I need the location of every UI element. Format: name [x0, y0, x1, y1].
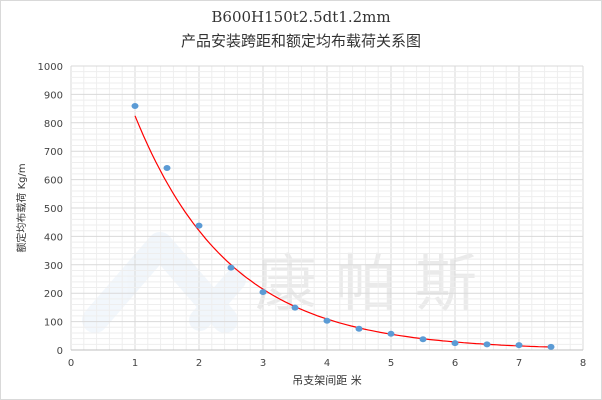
- x-tick-label: 4: [324, 358, 330, 369]
- chart-title: B600H150t2.5dt1.2mm: [211, 8, 391, 26]
- chart-subtitle: 产品安装跨距和额定均布载荷关系图: [180, 32, 421, 50]
- svg-text:康帕斯: 康帕斯: [255, 247, 495, 320]
- data-point: [515, 342, 523, 349]
- x-tick-label: 2: [196, 358, 202, 369]
- data-point: [195, 222, 203, 229]
- data-point: [483, 341, 491, 348]
- y-tick-label: 200: [44, 289, 63, 300]
- y-tick-label: 400: [44, 232, 63, 243]
- y-tick-label: 0: [57, 346, 63, 357]
- x-axis-label: 吊支架间距 米: [292, 374, 362, 387]
- data-point: [387, 330, 395, 337]
- data-point: [291, 304, 299, 311]
- x-tick-label: 3: [260, 358, 266, 369]
- data-point: [227, 264, 235, 271]
- data-point: [451, 340, 459, 347]
- y-tick-label: 100: [44, 318, 63, 329]
- data-point: [355, 325, 363, 332]
- y-tick-label: 700: [44, 147, 63, 158]
- x-tick-label: 0: [68, 358, 74, 369]
- data-point: [163, 164, 171, 171]
- y-tick-label: 300: [44, 261, 63, 272]
- y-tick-label: 600: [44, 176, 63, 187]
- data-point: [547, 343, 555, 350]
- data-point: [419, 336, 427, 343]
- data-point: [131, 103, 139, 110]
- y-axis-label: 额定均布载荷 Kg/m: [15, 163, 28, 252]
- trendline: [134, 115, 552, 348]
- x-tick-label: 1: [132, 358, 138, 369]
- y-tick-label: 900: [44, 90, 63, 101]
- y-tick-label: 800: [44, 119, 63, 130]
- x-tick-label: 8: [580, 358, 586, 369]
- x-tick-label: 7: [516, 358, 522, 369]
- data-point: [259, 289, 267, 296]
- y-tick-label: 500: [44, 204, 63, 215]
- data-point: [323, 317, 331, 324]
- y-tick-label: 1000: [38, 62, 63, 73]
- x-tick-label: 6: [452, 358, 458, 369]
- x-tick-label: 5: [388, 358, 394, 369]
